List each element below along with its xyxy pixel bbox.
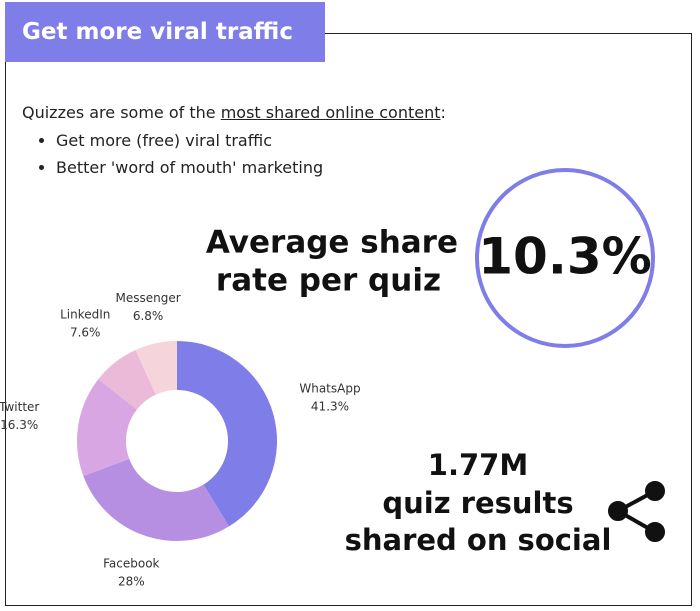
share-rate-value: 10.3% <box>478 228 651 286</box>
intro-link: most shared online content <box>220 103 441 122</box>
slice-value-label: 6.8% <box>133 309 164 323</box>
intro-text: : <box>440 103 446 122</box>
bullet-list: Get more (free) viral traffic Better 'wo… <box>38 131 323 185</box>
pie-slice <box>135 341 177 395</box>
results-line: 1.77M <box>428 448 528 482</box>
bullet: Better 'word of mouth' marketing <box>56 158 323 185</box>
slice-value-label: 16.3% <box>0 418 38 432</box>
donut-chart: WhatsApp 41.3% Facebook 28% Twitter 16.3% Link… <box>0 291 361 588</box>
slice-label: LinkedIn <box>60 308 110 322</box>
results-line: shared on social <box>345 523 612 557</box>
bullet: Get more (free) viral traffic <box>56 131 323 158</box>
results-line: quiz results <box>382 486 573 520</box>
pie-slice <box>83 458 229 541</box>
share-icon <box>608 481 665 542</box>
slice-value-label: 28% <box>118 575 145 589</box>
intro-text: Quizzes are some of the <box>22 103 221 122</box>
share-rate-label: rate per quiz <box>216 263 441 299</box>
slice-label: Facebook <box>103 557 159 571</box>
frame <box>5 33 692 606</box>
slice-label: Messenger <box>116 291 181 305</box>
slice-label: Twitter <box>0 400 39 414</box>
slice-label: WhatsApp <box>299 382 360 396</box>
pie-slice <box>98 349 156 410</box>
stat-circle <box>475 168 655 348</box>
slice-value-label: 41.3% <box>311 400 349 414</box>
pie-slice <box>77 379 137 477</box>
intro: Quizzes are some of the most shared onli… <box>22 103 446 122</box>
pie-slice <box>177 341 278 527</box>
share-rate-label: Average share <box>206 225 458 261</box>
slice-value-label: 7.6% <box>70 326 101 340</box>
header-title: Get more viral traffic <box>5 2 325 62</box>
